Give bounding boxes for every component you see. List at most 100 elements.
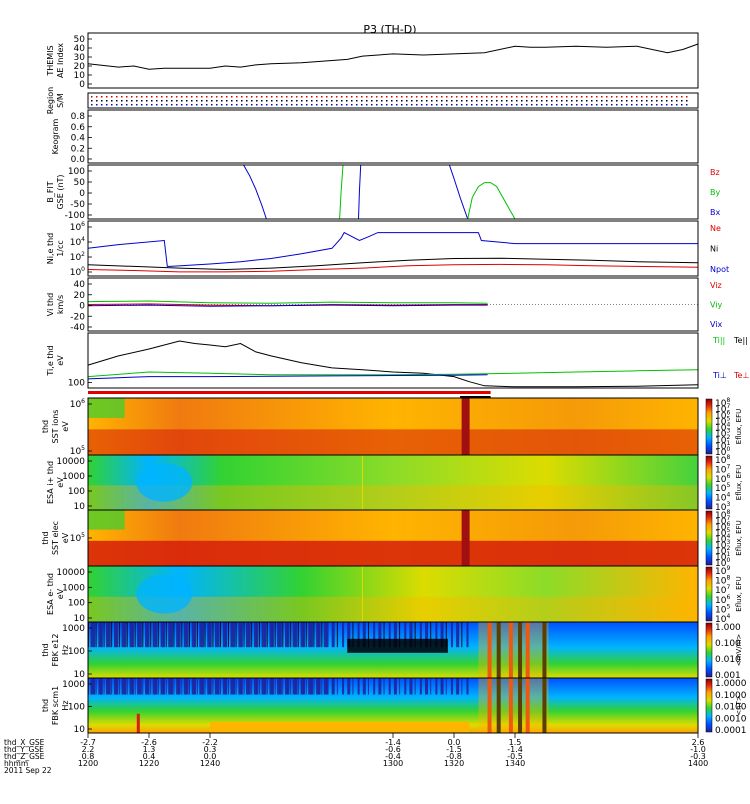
fbk_e-stripe-9 bbox=[134, 622, 136, 648]
fbk_scm-colorbar bbox=[705, 678, 713, 733]
fbk_scm-burst-zone bbox=[478, 678, 549, 733]
region-dot-1-42 bbox=[301, 100, 303, 102]
region-dot-0-17 bbox=[176, 96, 178, 98]
velocity-ytick-label-2: 0 bbox=[79, 302, 85, 312]
region-dot-2-49 bbox=[336, 104, 338, 106]
fbk_scm-stripe-80 bbox=[121, 678, 125, 695]
region-dot-2-97 bbox=[576, 104, 578, 106]
velocity-ytick-label-3: -20 bbox=[70, 312, 85, 322]
esa_ions-cb-tick-0: 108 bbox=[715, 454, 730, 466]
region-dot-2-63 bbox=[406, 104, 408, 106]
ae-frame bbox=[87, 32, 699, 89]
keogram-ytick-label-0: 0.8 bbox=[71, 112, 86, 122]
xtick-label-6-0: 2.6 bbox=[692, 738, 705, 747]
sst_ions-cb-tick-1: 107 bbox=[715, 403, 730, 415]
fbk_e-stripe-64 bbox=[419, 622, 422, 648]
fbk_scm-cb-tick-2: 0.0100 bbox=[715, 703, 747, 713]
region-dot-0-45 bbox=[316, 96, 318, 98]
region-dot-0-48 bbox=[331, 96, 333, 98]
xtick-label-4-3: 1320 bbox=[444, 759, 464, 768]
region-dot-2-42 bbox=[301, 104, 303, 106]
temperature-ytick-label-0: 100 bbox=[68, 379, 85, 389]
fbk_e-stripe-14 bbox=[160, 622, 164, 648]
region-dot-2-112 bbox=[651, 104, 653, 106]
fbk_e-stripe-46 bbox=[326, 622, 329, 648]
region-dot-0-119 bbox=[686, 96, 688, 98]
sst_elec-cb-label: Eflux, EFU bbox=[735, 520, 743, 555]
fbk_e-stripe-33 bbox=[259, 622, 261, 648]
region-dot-0-82 bbox=[501, 96, 503, 98]
fbk_e-stripe-73 bbox=[466, 622, 469, 648]
region-dot-0-46 bbox=[321, 96, 323, 98]
fbk_scm-stripe-111 bbox=[282, 678, 284, 695]
esa_ions-cb-tick-1: 107 bbox=[715, 463, 730, 475]
sst_elec-band-hot bbox=[88, 540, 698, 566]
region-dot-2-30 bbox=[241, 104, 243, 106]
region-dot-0-10 bbox=[141, 96, 143, 98]
region-dot-2-12 bbox=[151, 104, 153, 106]
fbk_e-stripe-112 bbox=[287, 622, 290, 648]
region-dot-2-76 bbox=[471, 104, 473, 106]
region-dot-1-96 bbox=[571, 100, 573, 102]
fbk_scm-stripe-66 bbox=[430, 678, 432, 695]
fbk_e-stripe-1 bbox=[93, 622, 96, 648]
fbk_scm-stripe-48 bbox=[336, 678, 338, 695]
velocity-legend-1: Viy bbox=[710, 301, 723, 310]
region-dot-0-31 bbox=[246, 96, 248, 98]
fbk_e-burst-5 bbox=[542, 622, 547, 678]
fbk_scm-stripe-23 bbox=[207, 678, 211, 695]
bfgm-ytick-label-3: -50 bbox=[70, 200, 85, 210]
region-dot-2-48 bbox=[331, 104, 333, 106]
density-series-2 bbox=[87, 263, 699, 273]
fbk_e-stripe-82 bbox=[131, 622, 134, 648]
region-dot-1-51 bbox=[346, 100, 348, 102]
esa_elec-ytick-label-3: 10 bbox=[74, 614, 86, 624]
region-ylabel-1: S/M bbox=[56, 93, 65, 108]
region-dot-1-103 bbox=[606, 100, 608, 102]
fbk_e-stripe-63 bbox=[414, 622, 416, 648]
fbk_e-ylabel-1: FBK e12 bbox=[51, 634, 60, 667]
region-dot-1-34 bbox=[261, 100, 263, 102]
sst_ions-cb-tick-6: 102 bbox=[715, 434, 730, 446]
fbk_e-stripe-13 bbox=[155, 622, 158, 648]
fbk_e-stripe-54 bbox=[367, 622, 369, 648]
bfgm-ytick-label-2: 0 bbox=[79, 189, 85, 199]
bfgm-ytick-label-0: 100 bbox=[68, 167, 85, 177]
sst_elec-panel bbox=[87, 509, 699, 567]
region-dot-2-66 bbox=[421, 104, 423, 106]
region-dot-0-102 bbox=[601, 96, 603, 98]
fbk_e-colorbar bbox=[705, 622, 713, 678]
region-dot-0-11 bbox=[146, 96, 148, 98]
region-dot-1-102 bbox=[601, 100, 603, 102]
fbk_scm-stripe-108 bbox=[266, 678, 268, 695]
sst_ions-spike bbox=[461, 398, 470, 455]
fbk_e-burst-2 bbox=[508, 622, 513, 678]
region-dot-1-72 bbox=[451, 100, 453, 102]
fbk_e-stripe-111 bbox=[282, 622, 284, 648]
fbk_e-stripe-62 bbox=[409, 622, 413, 648]
fbk_scm-stripe-101 bbox=[230, 678, 234, 695]
bfgm-panel bbox=[87, 164, 699, 220]
fbk_e-stripe-116 bbox=[308, 622, 312, 648]
xtick-label-4-1: -1.5 bbox=[446, 745, 462, 754]
xtick-label-3-1: -0.6 bbox=[385, 745, 401, 754]
fbk_scm-stripe-52 bbox=[357, 678, 360, 695]
fbk_scm-stripe-84 bbox=[142, 678, 144, 695]
fbk_scm-stripe-94 bbox=[194, 678, 197, 695]
region-dot-2-118 bbox=[681, 104, 683, 106]
fbk_scm-stripe-47 bbox=[331, 678, 335, 695]
region-dot-1-58 bbox=[381, 100, 383, 102]
fbk_e-stripe-108 bbox=[266, 622, 268, 648]
fbk_e-stripe-21 bbox=[196, 622, 198, 648]
region-dot-0-38 bbox=[281, 96, 283, 98]
region-dot-0-5 bbox=[116, 96, 118, 98]
region-dot-2-103 bbox=[606, 104, 608, 106]
sst_elec-cb-tick-6: 102 bbox=[715, 545, 730, 557]
region-dot-2-83 bbox=[506, 104, 508, 106]
region-dot-2-105 bbox=[616, 104, 618, 106]
xtick-label-0-3: 1200 bbox=[78, 759, 98, 768]
temperature-ylabel-1: eV bbox=[56, 355, 65, 366]
region-dot-0-101 bbox=[596, 96, 598, 98]
keogram-ytick-label-4: 0.0 bbox=[71, 155, 86, 165]
region-dot-1-29 bbox=[236, 100, 238, 102]
